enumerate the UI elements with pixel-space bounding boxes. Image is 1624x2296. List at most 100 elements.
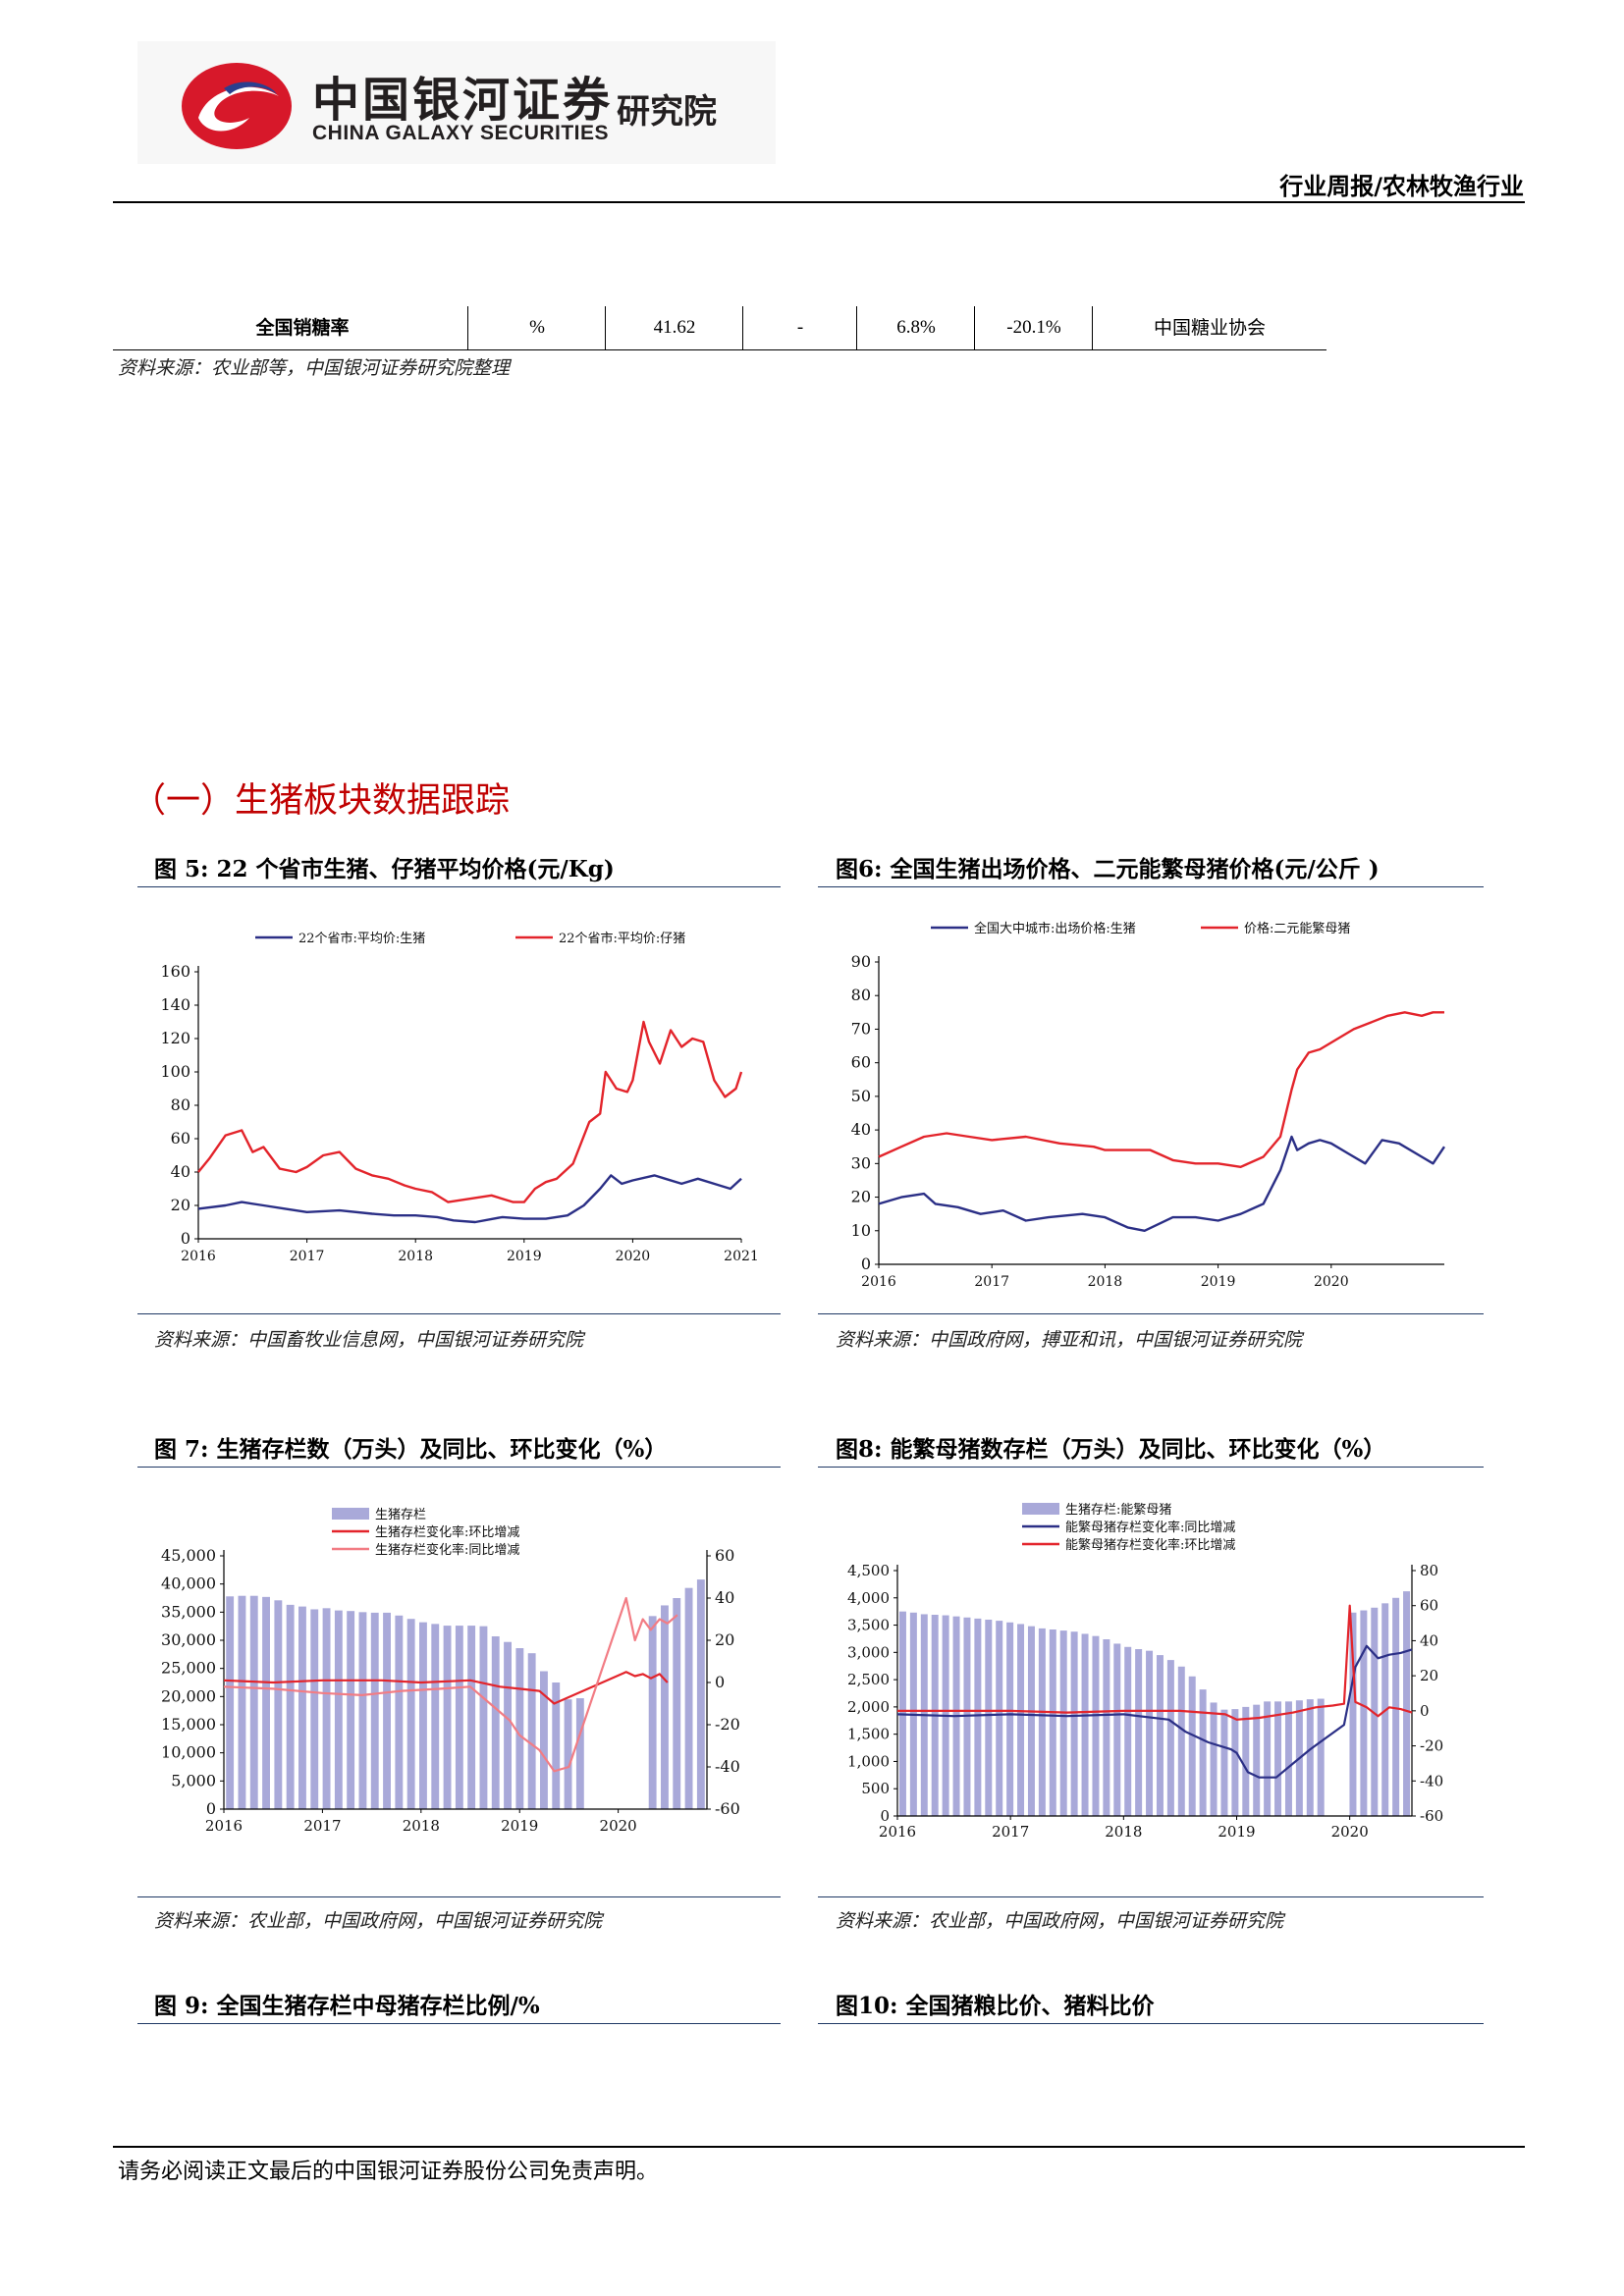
y-tick-label: 60 — [171, 1129, 190, 1148]
y-tick-label: 40 — [851, 1120, 871, 1139]
table-divider — [856, 306, 857, 349]
y-tick-label: 500 — [861, 1780, 890, 1797]
chart-bar — [1017, 1624, 1025, 1816]
chart-bar — [540, 1671, 548, 1809]
chart-bar — [1284, 1701, 1292, 1816]
figure7-source-rule — [137, 1896, 781, 1897]
chart-bar — [1188, 1676, 1196, 1816]
chart-bar — [564, 1699, 572, 1809]
x-tick-label: 2020 — [1331, 1823, 1369, 1841]
y2-tick-label: 40 — [1420, 1631, 1438, 1649]
x-tick-label: 2020 — [616, 1249, 651, 1264]
x-tick-label: 2017 — [974, 1274, 1009, 1290]
y-tick-label: 100 — [160, 1062, 190, 1081]
y-tick-label: 10 — [851, 1221, 871, 1240]
y-tick-label: 40,000 — [161, 1575, 216, 1593]
table-cell-value: 41.62 — [653, 317, 696, 338]
legend-label: 能繁母猪存栏变化率:同比增减 — [1065, 1520, 1235, 1535]
chart-bar — [467, 1626, 476, 1809]
chart-bar — [1349, 1612, 1357, 1816]
chart-bar — [358, 1612, 367, 1809]
legend-label: 生猪存栏变化率:环比增减 — [375, 1524, 519, 1540]
y2-tick-label: 20 — [715, 1630, 734, 1649]
figure5-source: 资料来源：中国畜牧业信息网，中国银河证券研究院 — [154, 1329, 584, 1351]
chart-bar — [1103, 1639, 1110, 1816]
chart-bar — [1070, 1631, 1078, 1816]
y-tick-label: 80 — [171, 1095, 190, 1114]
chart-bar — [455, 1626, 463, 1809]
chart-bar — [249, 1595, 258, 1809]
chart-svg: 0 5,000 10,000 15,000 20,000 25,000 30,000 35,0… — [161, 1508, 740, 1835]
chart-series-line — [223, 1596, 678, 1773]
chart-bar — [527, 1653, 536, 1809]
report-category: 行业周报/农林牧渔行业 — [1279, 173, 1524, 200]
table-cell-unit: % — [529, 317, 545, 338]
chart-bar — [963, 1617, 971, 1816]
y-tick-label: 2,000 — [847, 1698, 890, 1716]
chart-bar — [974, 1618, 982, 1816]
y-tick-label: 20 — [171, 1196, 190, 1214]
figure5-source-rule — [137, 1313, 781, 1314]
y-tick-label: 30 — [851, 1153, 871, 1172]
chart-bar — [661, 1605, 669, 1809]
chart-bar — [1392, 1597, 1400, 1816]
chart-bar — [274, 1600, 283, 1809]
chart-bar — [1135, 1649, 1143, 1816]
chart-series-line — [197, 1020, 743, 1203]
x-tick-label: 2017 — [303, 1817, 341, 1835]
chart-bar — [1059, 1630, 1067, 1816]
y2-tick-label: 40 — [715, 1588, 734, 1607]
logo-institute: 研究院 — [617, 92, 717, 132]
figure6-chart: 0 10 20 30 40 50 60 70 80 90 2016 2017 2018 2019 2020 全… — [818, 903, 1484, 1291]
x-tick-label: 2016 — [861, 1274, 896, 1290]
chart-bar — [1264, 1701, 1272, 1816]
chart-series-line — [897, 1604, 1413, 1721]
figure7-title: 图 7: 生猪存栏数（万头）及同比、环比变化（%） — [154, 1436, 668, 1463]
figure8-source-rule — [818, 1896, 1484, 1897]
figure7-chart: 0 5,000 10,000 15,000 20,000 25,000 30,000 35,0… — [137, 1497, 781, 1850]
chart-bar — [1092, 1635, 1100, 1816]
figure5-title: 图 5: 22 个省市生猪、仔猪平均价格(元/Kg) — [154, 856, 615, 882]
figure8-title-rule — [818, 1467, 1484, 1468]
figure10-title-rule — [818, 2023, 1484, 2024]
y-tick-label: 1,000 — [847, 1752, 890, 1770]
legend-swatch — [332, 1508, 369, 1520]
table-divider — [1092, 306, 1093, 349]
x-tick-label: 2020 — [1314, 1274, 1349, 1290]
chart-bar — [1156, 1655, 1164, 1816]
chart-bar — [1360, 1610, 1368, 1816]
y-tick-label: 3,500 — [847, 1617, 890, 1634]
table-divider — [605, 306, 606, 349]
chart-series-line — [878, 1011, 1444, 1168]
chart-bar — [310, 1609, 319, 1809]
chart-bar — [1027, 1626, 1035, 1816]
x-tick-label: 2016 — [181, 1249, 216, 1264]
table-divider — [742, 306, 743, 349]
table-cell-indicator: 全国销糖率 — [255, 317, 350, 339]
chart-bar — [648, 1616, 657, 1809]
y2-tick-label: -60 — [715, 1799, 740, 1818]
chart-bar — [1210, 1702, 1218, 1816]
chart-bar — [684, 1587, 693, 1809]
y-tick-label: 35,000 — [161, 1602, 216, 1621]
y-tick-label: 30,000 — [161, 1630, 216, 1649]
figure7-source: 资料来源：农业部，中国政府网，中国银河证券研究院 — [154, 1910, 603, 1932]
y2-tick-label: 60 — [715, 1546, 734, 1565]
y-tick-label: 10,000 — [161, 1743, 216, 1762]
chart-bar — [696, 1579, 705, 1809]
x-tick-label: 2019 — [507, 1249, 542, 1264]
y-tick-label: 0 — [880, 1807, 890, 1825]
chart-bar — [673, 1598, 681, 1809]
y-tick-label: 160 — [160, 962, 190, 981]
chart-bar — [479, 1626, 488, 1809]
figure5-chart: 0 20 40 60 80 100 120 140 160 2016 2017 2018 2019 202… — [137, 913, 781, 1266]
y-tick-label: 50 — [851, 1087, 871, 1105]
chart-svg: 0 10 20 30 40 50 60 70 80 90 2016 2017 2018 2019 2020 全… — [851, 921, 1445, 1290]
chart-bar — [395, 1615, 404, 1809]
y2-tick-label: -20 — [715, 1715, 740, 1734]
y-tick-label: 20 — [851, 1188, 871, 1206]
chart-bar — [504, 1641, 512, 1809]
y-tick-label: 90 — [851, 952, 871, 971]
x-tick-label: 2018 — [1088, 1274, 1123, 1290]
chart-bar — [286, 1604, 295, 1809]
